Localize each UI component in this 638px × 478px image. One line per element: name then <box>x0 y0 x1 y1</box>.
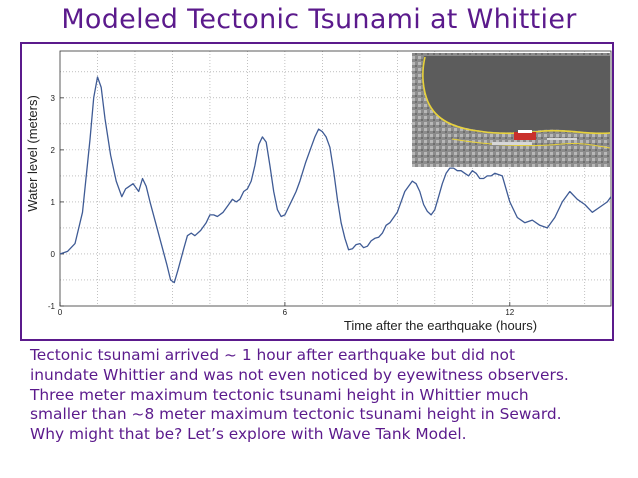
x-tick-label: 0 <box>58 308 63 317</box>
x-tick-label: 6 <box>283 308 288 317</box>
y-tick-label: -1 <box>48 302 56 311</box>
figure-frame: -1 0 1 2 3 0 6 12 Time after the earthquake (hou… <box>20 42 614 341</box>
caption-line-4: smaller than ~8 meter maximum tectonic t… <box>30 405 562 424</box>
y-tick-label: 3 <box>51 94 56 103</box>
y-axis-label: Water level (meters) <box>25 95 40 212</box>
plot-area <box>59 50 612 307</box>
series-line-water-level <box>59 76 612 284</box>
caption-line-2: inundate Whittier and was not even notic… <box>30 365 569 384</box>
x-axis-label: Time after the earthquake (hours) <box>344 318 537 333</box>
caption: Tectonic tsunami arrived ~ 1 hour after … <box>30 346 630 445</box>
caption-line-3: Three meter maximum tectonic tsunami hei… <box>30 385 529 404</box>
y-tick-label: 1 <box>51 198 56 207</box>
series-layer <box>59 76 612 284</box>
x-tick-label: 12 <box>505 308 514 317</box>
slide-title: Modeled Tectonic Tsunami at Whittier <box>61 4 577 35</box>
caption-line-1: Tectonic tsunami arrived ~ 1 hour after … <box>30 346 516 364</box>
caption-line-5: Why might that be? Let’s explore with Wa… <box>30 425 467 444</box>
y-tick-label: 2 <box>51 146 56 155</box>
y-tick-label: 0 <box>51 250 56 259</box>
whittier-aerial-map-icon <box>412 53 611 167</box>
